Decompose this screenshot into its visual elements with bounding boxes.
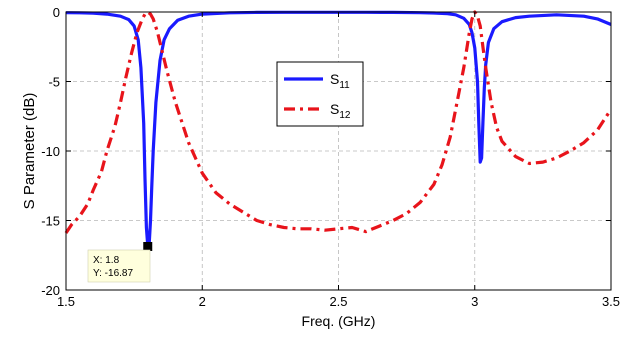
- x-tick-label: 2.5: [329, 294, 347, 309]
- datatip-box: [87, 249, 151, 283]
- legend-box: [276, 61, 364, 127]
- legend-label-s11: S11: [330, 71, 350, 91]
- series-line-s12: [64, 10, 613, 234]
- datatip-y: Y: -16.87: [93, 268, 133, 279]
- y-tick-label: -5: [48, 75, 60, 90]
- datatip[interactable]: X: 1.8 Y: -16.87: [87, 241, 153, 283]
- x-tick-label: 3: [471, 294, 478, 309]
- datatip-x: X: 1.8: [93, 255, 120, 266]
- x-tick-label: 3.5: [602, 294, 620, 309]
- x-tick-label: 2: [199, 294, 206, 309]
- y-tick-label: -10: [41, 144, 60, 159]
- y-axis-label: S Parameter (dB): [21, 93, 38, 210]
- datatip-marker[interactable]: [143, 241, 153, 251]
- y-tick-label: -15: [41, 214, 60, 229]
- legend[interactable]: S11 S12: [276, 61, 364, 127]
- x-tick-label: 1.5: [57, 294, 75, 309]
- axis-ticks: 1.5 2 2.5 3 3.5 0 -5 -10 -15 -20: [41, 5, 620, 309]
- y-tick-label: -20: [41, 283, 60, 298]
- legend-label-s12: S12: [330, 101, 351, 121]
- y-tick-label: 0: [53, 5, 60, 20]
- x-axis-label: Freq. (GHz): [302, 313, 376, 329]
